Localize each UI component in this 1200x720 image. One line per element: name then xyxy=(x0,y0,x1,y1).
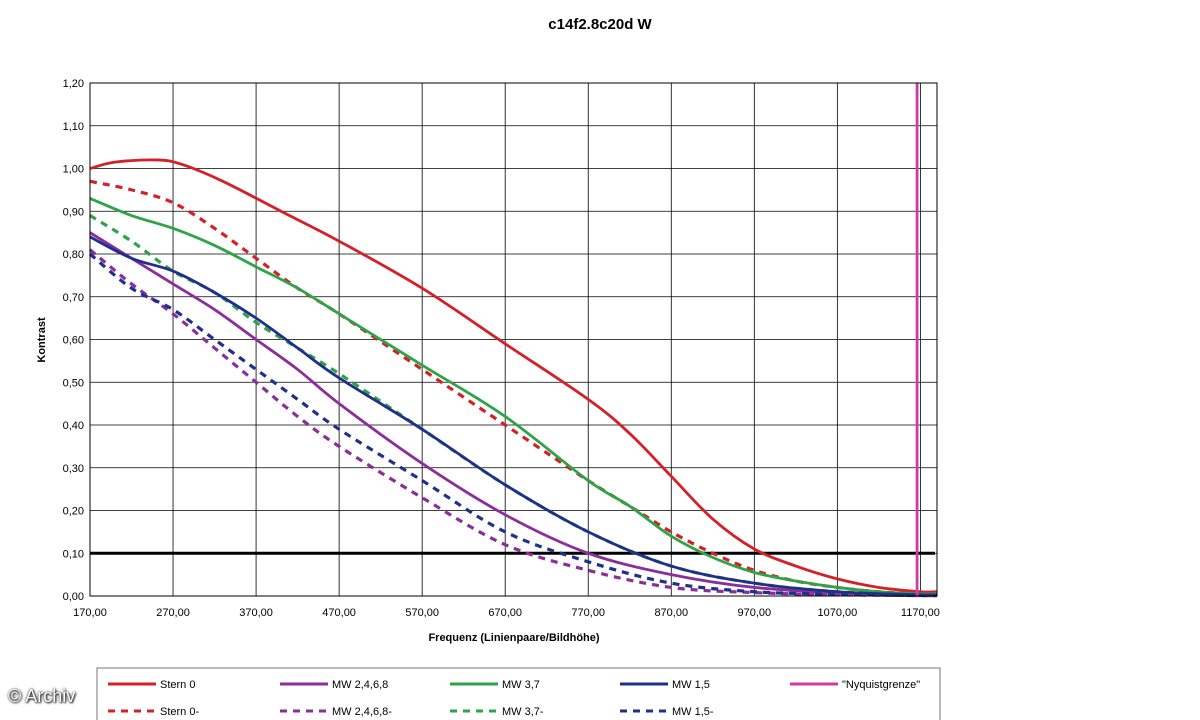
y-tick-label: 0,80 xyxy=(63,249,84,261)
x-tick-label: 870,00 xyxy=(654,607,688,619)
y-tick-label: 1,00 xyxy=(63,164,84,176)
legend-label: MW 3,7- xyxy=(502,706,544,718)
y-tick-label: 0,30 xyxy=(63,463,84,475)
series-lines xyxy=(88,83,938,598)
legend xyxy=(96,667,941,720)
legend-label: Stern 0- xyxy=(160,706,199,718)
series-line-0 xyxy=(89,158,938,594)
x-axis-label: Frequenz (Linienpaare/Bildhöhe) xyxy=(428,632,599,644)
x-tick-label: 270,00 xyxy=(156,607,190,619)
series-line-3 xyxy=(88,248,938,598)
y-tick-label: 1,10 xyxy=(63,121,84,133)
legend-label: MW 2,4,6,8 xyxy=(332,679,388,691)
y-tick-label: 0,70 xyxy=(63,292,84,304)
series-line-6 xyxy=(89,235,938,597)
x-tick-label: 670,00 xyxy=(488,607,522,619)
x-tick-label: 470,00 xyxy=(322,607,356,619)
series-line-4 xyxy=(89,197,938,596)
y-tick-label: 0,60 xyxy=(63,335,84,347)
y-tick-label: 0,90 xyxy=(63,206,84,218)
y-tick-label: 0,50 xyxy=(63,377,84,389)
y-tick-label: 0,20 xyxy=(63,506,84,518)
y-tick-labels: 0,00 0,10 0,20 0,30 0,40 0,50 0,60 0,70 0,80 0,90… xyxy=(63,78,84,603)
legend-label: MW 3,7 xyxy=(502,679,540,691)
x-tick-label: 370,00 xyxy=(239,607,273,619)
series-line-1 xyxy=(89,179,938,596)
legend-label: MW 1,5 xyxy=(672,679,710,691)
x-tick-label: 1070,00 xyxy=(817,607,857,619)
x-tick-label: 170,00 xyxy=(73,607,107,619)
legend-entries: Stern 0 MW 2,4,6,8 MW 3,7 MW 1,5 "Nyquistgre… xyxy=(108,679,920,718)
legend-label: Stern 0 xyxy=(160,679,195,691)
y-axis-label: Kontrast xyxy=(36,317,48,363)
y-tick-label: 0,10 xyxy=(63,548,84,560)
series-line-5 xyxy=(89,214,938,597)
plot-frame xyxy=(89,82,938,597)
series-line-2 xyxy=(89,231,938,597)
watermark: © Archiv xyxy=(8,686,76,706)
x-tick-label: 1170,00 xyxy=(901,607,940,619)
legend-label: MW 1,5- xyxy=(672,706,714,718)
legend-label: "Nyquistgrenze" xyxy=(842,679,920,691)
x-tick-label: 770,00 xyxy=(571,607,605,619)
y-tick-label: 1,20 xyxy=(63,78,84,90)
y-tick-label: 0,00 xyxy=(63,591,84,603)
series-line-7 xyxy=(88,252,938,598)
x-tick-label: 970,00 xyxy=(737,607,771,619)
x-tick-label: 570,00 xyxy=(405,607,439,619)
x-tick-labels: 170,00 270,00 370,00 470,00 570,00 670,00 770,… xyxy=(73,607,940,619)
y-tick-label: 0,40 xyxy=(63,420,84,432)
legend-label: MW 2,4,6,8- xyxy=(332,706,392,718)
chart-title: c14f2.8c20d W xyxy=(548,16,652,33)
